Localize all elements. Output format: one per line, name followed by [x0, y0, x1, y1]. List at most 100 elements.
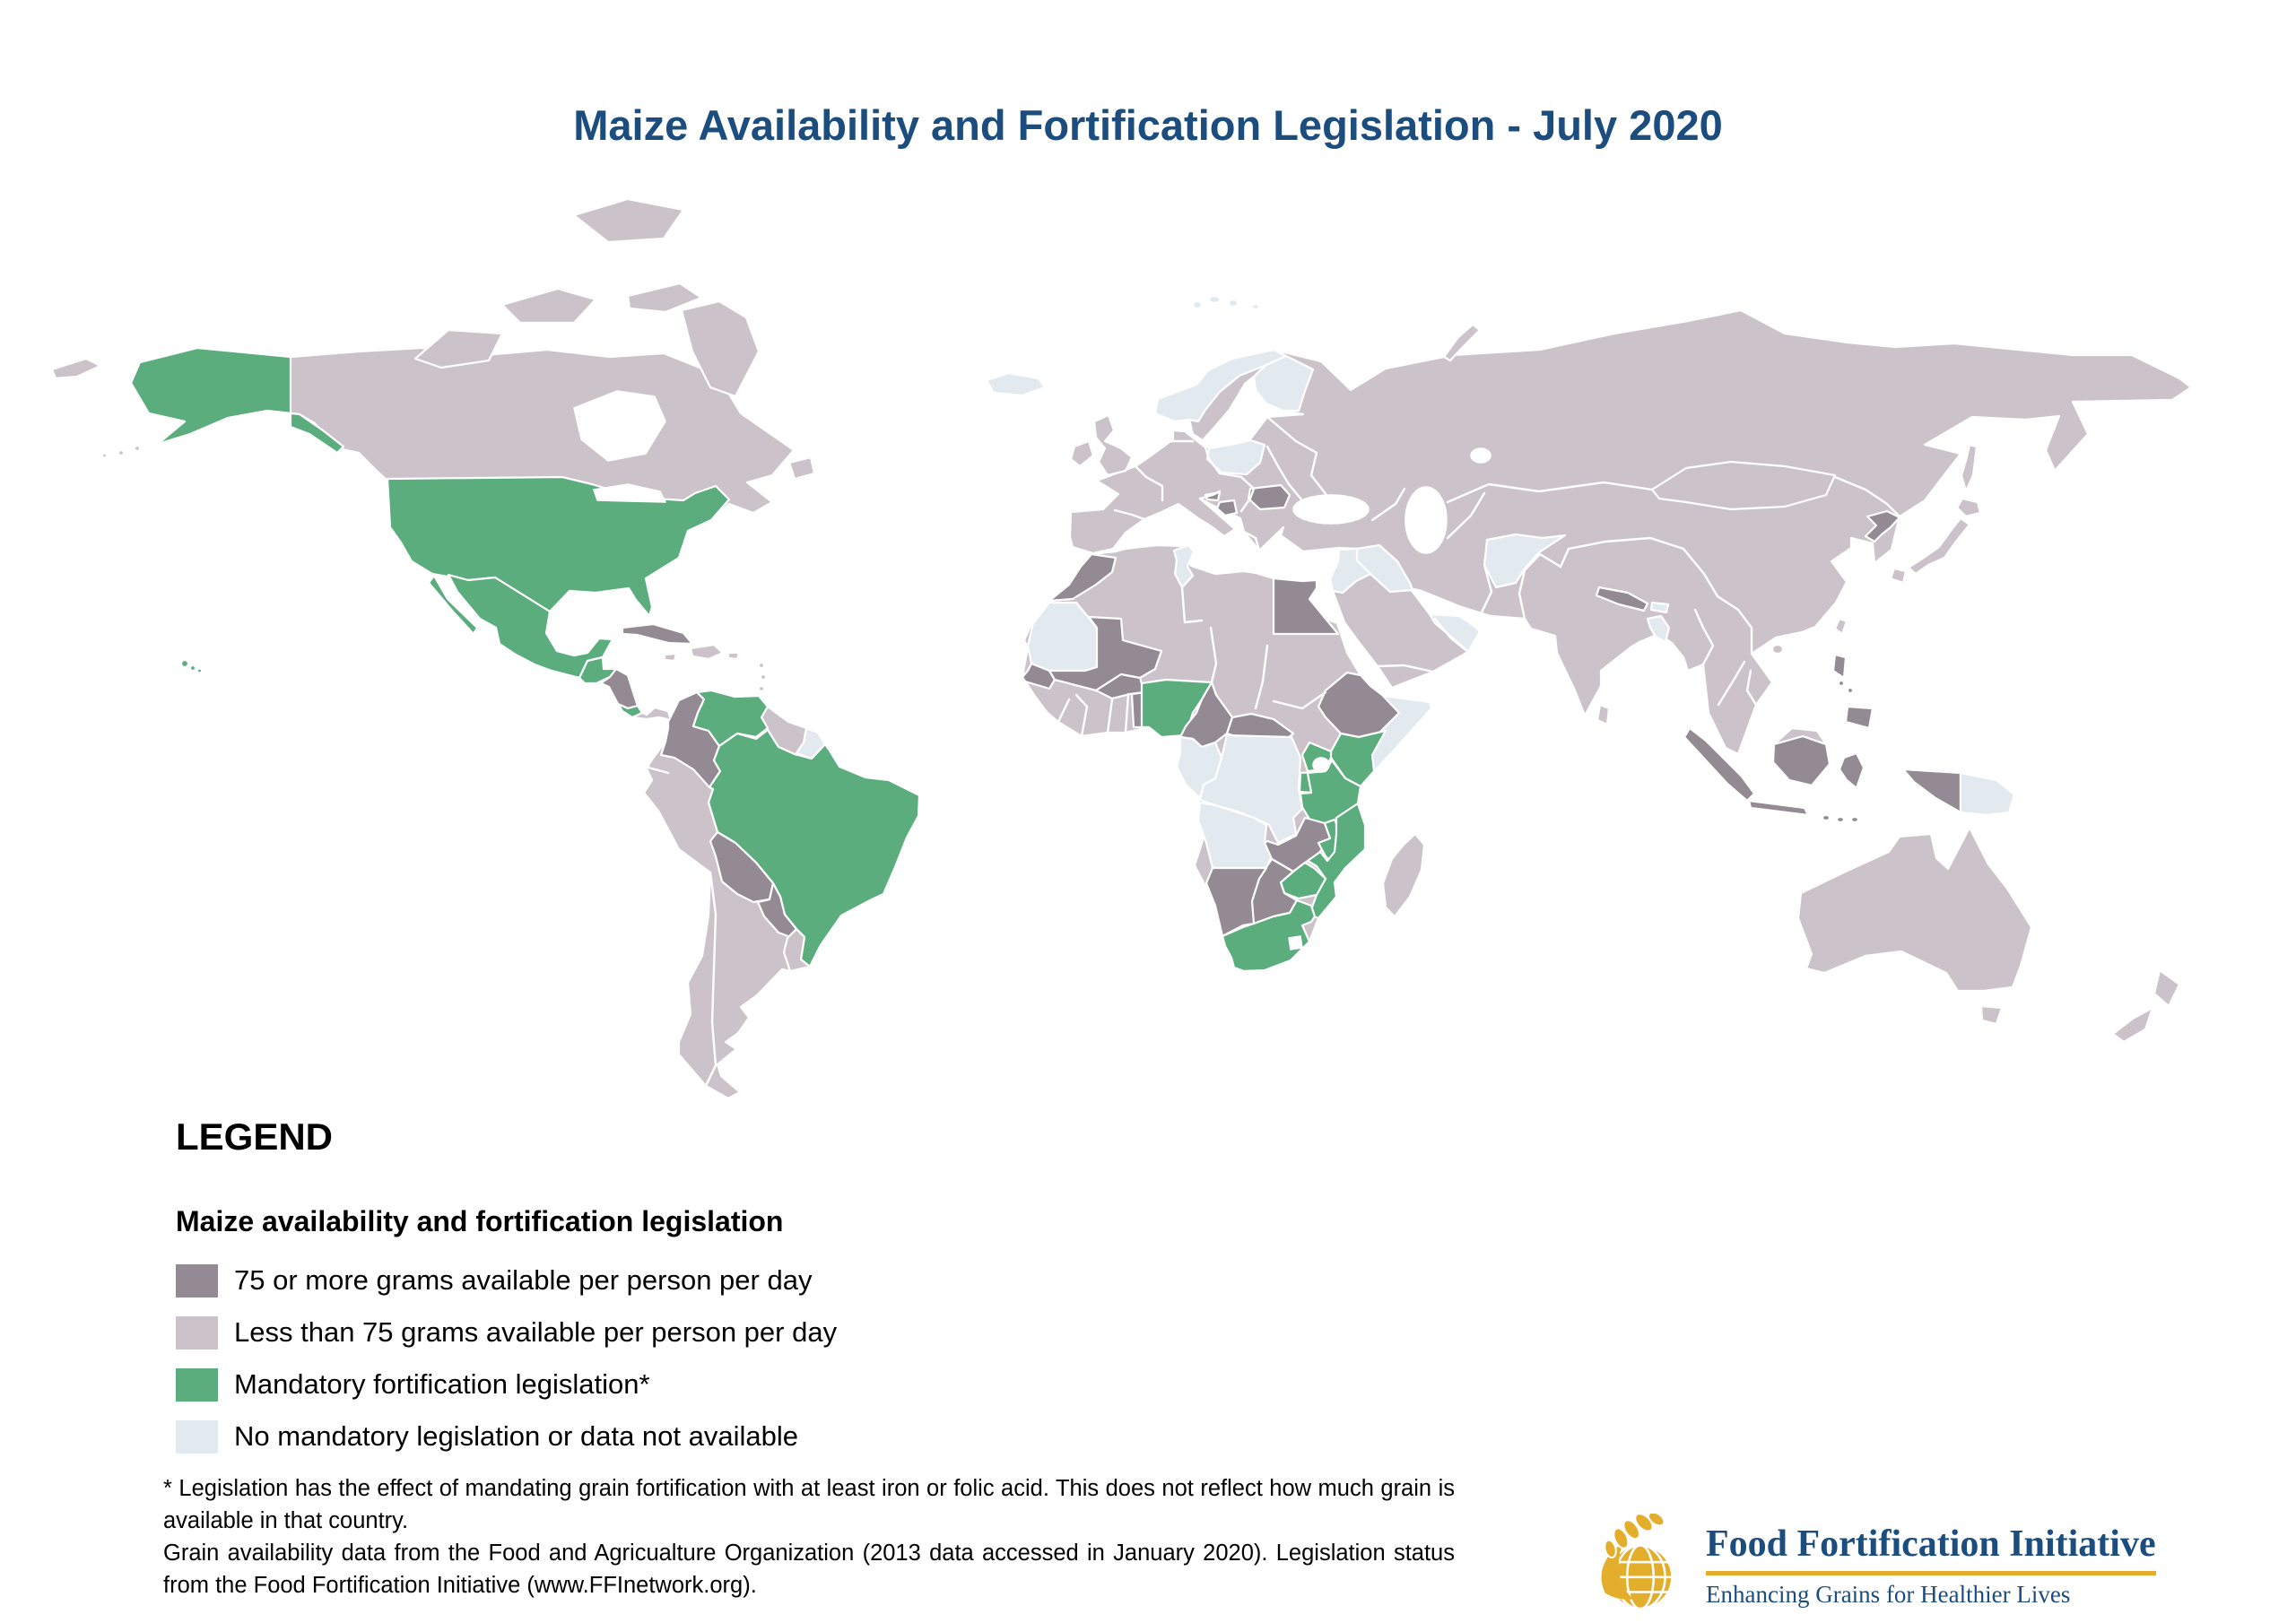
region-mozambique	[1306, 802, 1367, 920]
legend-label-low: Less than 75 grams available per person …	[234, 1316, 838, 1348]
region-ireland	[1069, 439, 1095, 468]
region-papua-indonesia	[1901, 768, 1962, 814]
region-nepal	[1595, 586, 1649, 612]
region-svalbard	[1191, 294, 1261, 311]
region-costa-rica	[616, 702, 644, 719]
region-sulawesi	[1838, 751, 1866, 790]
border-line-29	[704, 871, 718, 1088]
border-line-0	[1265, 415, 1328, 497]
region-hawaii	[179, 658, 204, 674]
region-puerto-rico	[726, 651, 741, 661]
region-mexico	[447, 573, 614, 680]
border-line-5	[1478, 563, 1493, 618]
border-line-22	[1209, 626, 1218, 684]
region-egypt	[1272, 577, 1340, 636]
ffi-globe-wheat-icon	[1598, 1514, 1674, 1610]
region-black-sea	[1292, 494, 1370, 525]
border-line-24	[1272, 690, 1327, 710]
ffi-logo-name: Food Fortification Initiative	[1706, 1523, 2156, 1575]
border-line-23	[1254, 644, 1269, 710]
legend-label-mandatory: Mandatory fortification legislation*	[234, 1368, 650, 1400]
border-line-20	[1265, 445, 1303, 501]
border-line-7	[1567, 536, 1753, 655]
region-bering-fragment	[50, 357, 102, 380]
region-tunisia	[1172, 543, 1196, 589]
footnotes: * Legislation has the effect of mandatin…	[163, 1472, 1455, 1601]
border-line-2	[1446, 481, 1654, 504]
legend-swatch-high	[176, 1263, 218, 1298]
border-line-9	[1717, 660, 1746, 707]
region-paraguay	[756, 881, 798, 940]
legend-swatch-mandatory	[176, 1367, 218, 1402]
region-uk	[1092, 413, 1134, 477]
border-line-19	[1242, 530, 1261, 552]
region-cuba	[621, 622, 694, 646]
region-papua-new-guinea	[1959, 771, 2016, 817]
border-line-32	[1331, 547, 1359, 551]
border-line-18	[1239, 487, 1256, 513]
region-iceland	[985, 371, 1047, 397]
region-iraq	[1355, 543, 1414, 594]
footnote-legislation: * Legislation has the effect of mandatin…	[163, 1476, 1455, 1533]
region-bolivia	[709, 830, 775, 904]
border-line-15	[1204, 446, 1222, 475]
region-taiwan	[1833, 617, 1848, 636]
region-new-zealand	[2111, 968, 2181, 1044]
region-venezuela	[691, 689, 770, 748]
legend-subtitle: Maize availability and fortification leg…	[176, 1205, 784, 1237]
legend-heading: LEGEND	[176, 1115, 334, 1158]
region-afghanistan	[1483, 533, 1567, 589]
legend-item-mandatory: Mandatory fortification legislation*	[176, 1358, 837, 1410]
region-oman-uae	[1428, 612, 1482, 654]
border-line-13	[1134, 464, 1164, 502]
region-uruguay	[782, 927, 812, 973]
region-arctic-4	[680, 299, 761, 398]
page-title: Maize Availability and Fortification Leg…	[573, 101, 1723, 149]
border-line-28	[1057, 698, 1071, 724]
region-norway	[1153, 348, 1288, 423]
legend-label-none: No mandatory legislation or data not ava…	[234, 1420, 798, 1452]
region-great-lakes	[593, 483, 666, 503]
region-caspian-sea	[1405, 486, 1448, 554]
border-line-11	[1376, 664, 1435, 673]
region-jamaica	[663, 652, 678, 663]
legend-swatch-low	[176, 1315, 218, 1350]
region-hispaniola	[689, 643, 725, 661]
region-philippines	[1831, 653, 1874, 730]
region-lesotho	[1288, 935, 1303, 950]
region-lesser-sunda	[1821, 813, 1860, 824]
region-romania	[1247, 483, 1292, 511]
border-line-16	[1218, 472, 1256, 490]
legend-item-none: No mandatory legislation or data not ava…	[176, 1410, 837, 1462]
border-line-21	[1180, 586, 1204, 624]
region-sumatra	[1683, 726, 1756, 803]
ffi-logo-tagline: Enhancing Grains for Healthier Lives	[1706, 1581, 2071, 1608]
border-line-6	[1518, 547, 1570, 621]
border-line-25	[1106, 698, 1114, 734]
region-morocco	[1048, 552, 1118, 603]
region-aral-sea	[1470, 447, 1492, 464]
legend-swatch-none	[176, 1419, 218, 1454]
border-line-8	[1693, 608, 1715, 666]
region-aleutians	[100, 444, 142, 459]
footnote-sources: Grain availability data from the Food an…	[163, 1541, 1455, 1598]
legend-item-low: Less than 75 grams available per person …	[176, 1306, 837, 1358]
region-japan	[1889, 497, 1982, 585]
region-lake-victoria	[1312, 757, 1330, 773]
region-arctic-3	[626, 282, 703, 314]
region-mongolia	[1650, 460, 1837, 511]
region-newfoundland	[787, 456, 816, 481]
region-somalia	[1365, 694, 1433, 773]
border-line-30	[647, 766, 670, 775]
region-arctic-1	[413, 328, 504, 369]
border-line-17	[1198, 490, 1222, 500]
region-finland	[1252, 354, 1315, 412]
region-sakhalin	[1960, 443, 1979, 493]
border-line-27	[1074, 693, 1089, 738]
legend-item-high: 75 or more grams available per person pe…	[176, 1254, 837, 1306]
region-novaya-zemlya	[1442, 323, 1482, 362]
region-java	[1747, 799, 1810, 817]
border-line-3	[1833, 475, 1901, 518]
border-line-10	[1745, 669, 1758, 707]
